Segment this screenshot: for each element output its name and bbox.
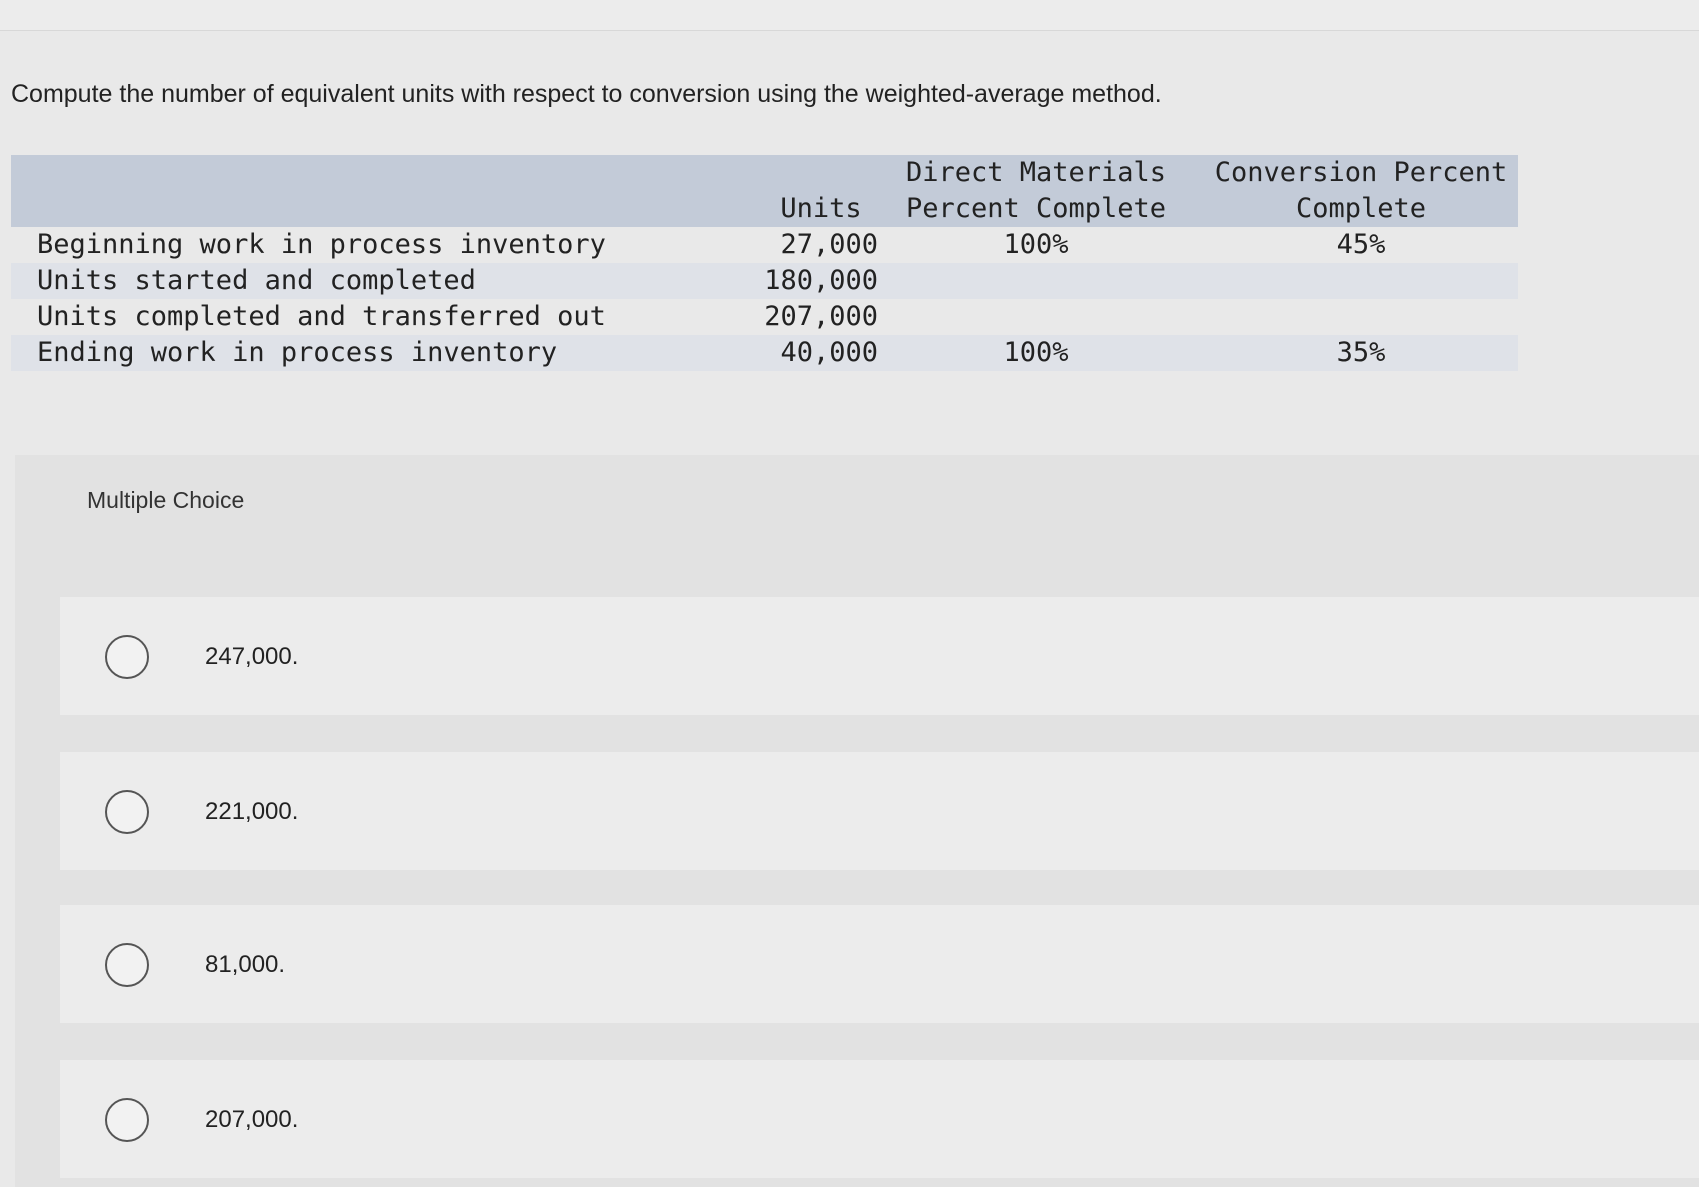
row-units: 40,000	[780, 337, 878, 368]
choice-label: 81,000.	[205, 951, 286, 978]
choice-label: 221,000.	[205, 798, 299, 825]
choice-option-2[interactable]: 221,000.	[60, 752, 1699, 870]
choice-option-3[interactable]: 81,000.	[60, 905, 1699, 1023]
row-units: 180,000	[764, 265, 878, 296]
top-bar	[0, 0, 1699, 31]
multiple-choice-heading: Multiple Choice	[87, 487, 245, 513]
radio-button[interactable]	[105, 790, 149, 834]
header-direct-materials: Direct Materials Percent Complete	[905, 157, 1167, 224]
row-cv-percent: 45%	[1336, 229, 1386, 260]
multiple-choice-panel: Multiple Choice 247,000. 221,000. 81,000…	[15, 455, 1699, 1187]
radio-button[interactable]	[105, 635, 149, 679]
choice-label: 247,000.	[205, 643, 299, 670]
header-units: Units	[780, 193, 862, 224]
table-row: Ending work in process inventory 40,000 …	[11, 335, 1518, 371]
choice-option-1[interactable]: 247,000.	[60, 597, 1699, 715]
row-label: Units started and completed	[37, 265, 476, 296]
table-row: Units started and completed 180,000	[11, 263, 1518, 299]
table-row: Units completed and transferred out 207,…	[11, 299, 1518, 335]
table-header: Units Direct Materials Percent Complete …	[11, 155, 1518, 227]
units-table: Units Direct Materials Percent Complete …	[11, 155, 1518, 371]
row-dm-percent: 100%	[1003, 337, 1069, 368]
row-units: 207,000	[764, 301, 878, 332]
question-text: Compute the number of equivalent units w…	[11, 80, 1162, 108]
choice-label: 207,000.	[205, 1106, 299, 1133]
row-cv-percent: 35%	[1336, 337, 1386, 368]
header-conversion: Conversion Percent Complete	[1214, 157, 1508, 224]
row-units: 27,000	[780, 229, 878, 260]
row-label: Units completed and transferred out	[37, 301, 606, 332]
radio-button[interactable]	[105, 943, 149, 987]
row-dm-percent: 100%	[1003, 229, 1069, 260]
row-label: Ending work in process inventory	[37, 337, 558, 368]
row-label: Beginning work in process inventory	[37, 229, 606, 260]
table-row: Beginning work in process inventory 27,0…	[11, 227, 1518, 263]
choice-option-4[interactable]: 207,000.	[60, 1060, 1699, 1178]
radio-button[interactable]	[105, 1098, 149, 1142]
